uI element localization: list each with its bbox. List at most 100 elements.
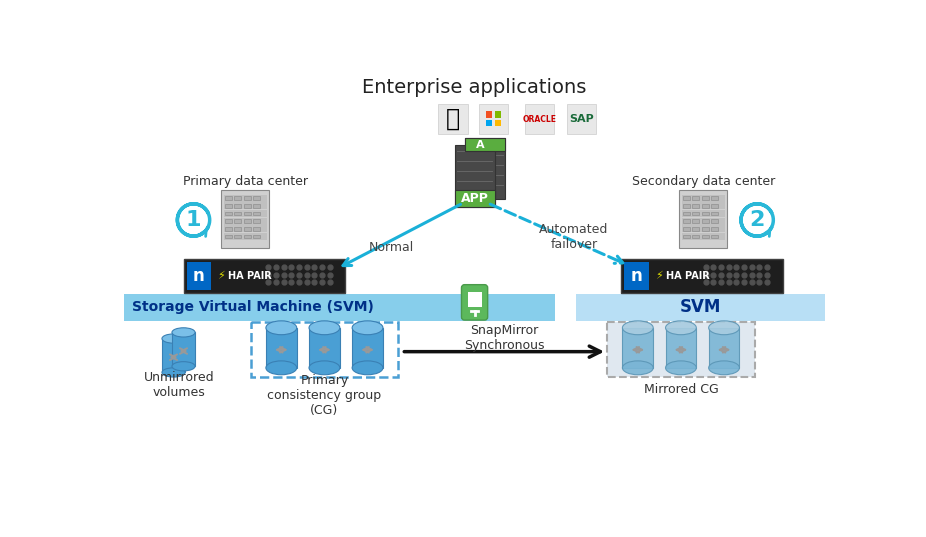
Text: SVM: SVM (680, 299, 720, 316)
Bar (711, 227, 718, 231)
Bar (266, 328, 296, 368)
Bar (693, 196, 699, 200)
Bar (253, 219, 260, 223)
Bar (162, 338, 185, 373)
Text: HA PAIR: HA PAIR (228, 271, 272, 281)
Bar (183, 259, 345, 293)
Bar (479, 105, 508, 134)
Bar (711, 219, 718, 223)
Bar (622, 328, 653, 368)
FancyBboxPatch shape (221, 190, 269, 248)
Bar (223, 194, 267, 201)
Ellipse shape (309, 321, 340, 335)
Bar (244, 227, 251, 231)
Text: Primary data center: Primary data center (182, 175, 307, 188)
Bar (234, 196, 242, 200)
FancyBboxPatch shape (461, 285, 488, 320)
Bar (693, 227, 699, 231)
Bar (683, 235, 690, 238)
Bar (494, 111, 501, 118)
Bar (466, 137, 506, 199)
Bar (234, 227, 242, 231)
Bar (223, 233, 267, 240)
Text: SnapMirror
Synchronous: SnapMirror Synchronous (464, 324, 544, 352)
Ellipse shape (622, 361, 653, 375)
Text: HA PAIR: HA PAIR (666, 271, 709, 281)
Text: 2: 2 (749, 210, 765, 230)
Bar (576, 294, 825, 321)
Bar (702, 204, 708, 208)
Ellipse shape (162, 334, 185, 343)
Ellipse shape (162, 368, 185, 377)
Bar (620, 259, 782, 293)
Text: SAP: SAP (569, 114, 594, 124)
Bar (455, 190, 494, 207)
Bar (486, 111, 493, 118)
Text: Normal: Normal (369, 241, 414, 254)
Bar (234, 219, 242, 223)
Bar (494, 120, 501, 126)
Bar (682, 202, 725, 209)
Text: n: n (631, 267, 642, 285)
Text: Enterprise applications: Enterprise applications (362, 78, 587, 97)
Bar (683, 204, 690, 208)
Bar (223, 210, 267, 217)
Bar (225, 227, 232, 231)
Text: APP: APP (460, 192, 489, 205)
Bar (702, 219, 708, 223)
Bar (438, 105, 468, 134)
FancyBboxPatch shape (468, 292, 482, 307)
Ellipse shape (266, 361, 296, 375)
Bar (666, 328, 696, 368)
Bar (682, 194, 725, 201)
Text: Storage Virtual Machine (SVM): Storage Virtual Machine (SVM) (131, 300, 374, 314)
Ellipse shape (708, 361, 740, 375)
Text: ORACLE: ORACLE (522, 114, 557, 124)
Bar (683, 227, 690, 231)
Bar (693, 235, 699, 238)
Ellipse shape (172, 328, 195, 337)
Ellipse shape (352, 361, 383, 375)
Bar (225, 212, 232, 215)
Bar (702, 212, 708, 215)
Ellipse shape (622, 321, 653, 335)
Text: Primary
consistency group
(CG): Primary consistency group (CG) (268, 374, 382, 417)
Bar (682, 217, 725, 224)
Bar (225, 235, 232, 238)
Text: Secondary data center: Secondary data center (632, 175, 775, 188)
Bar (225, 196, 232, 200)
Ellipse shape (352, 321, 383, 335)
Bar (223, 202, 267, 209)
Text: 🐧: 🐧 (446, 107, 460, 131)
Bar (682, 226, 725, 233)
Text: A: A (476, 140, 484, 149)
Text: Mirrored CG: Mirrored CG (644, 383, 719, 396)
Text: Automated
failover: Automated failover (539, 223, 608, 251)
Bar (702, 227, 708, 231)
Bar (693, 212, 699, 215)
Bar (244, 235, 251, 238)
Bar (225, 204, 232, 208)
Bar (187, 263, 211, 290)
Bar (352, 328, 383, 368)
Ellipse shape (309, 361, 340, 375)
Bar (253, 212, 260, 215)
Bar (711, 235, 718, 238)
Bar (309, 328, 340, 368)
Bar (711, 212, 718, 215)
Ellipse shape (172, 361, 195, 371)
Bar (693, 204, 699, 208)
Bar (682, 233, 725, 240)
Ellipse shape (666, 361, 696, 375)
Bar (466, 137, 506, 151)
Bar (234, 235, 242, 238)
Bar (253, 196, 260, 200)
Text: Unmirrored
volumes: Unmirrored volumes (144, 371, 214, 399)
Bar (607, 322, 755, 377)
Bar (624, 263, 648, 290)
Bar (225, 219, 232, 223)
Bar (244, 204, 251, 208)
Bar (253, 204, 260, 208)
Bar (683, 212, 690, 215)
Bar (486, 120, 493, 126)
